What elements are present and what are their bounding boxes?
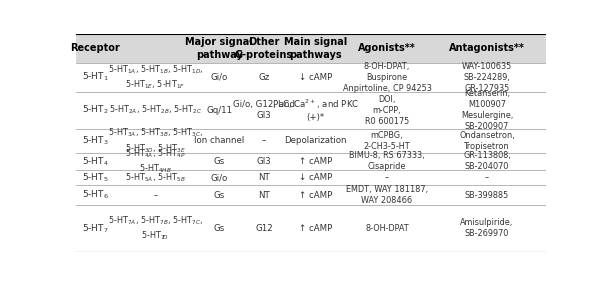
Text: 5-HT$_5$: 5-HT$_5$ [82, 171, 109, 184]
Text: SB-399885: SB-399885 [465, 191, 509, 200]
Text: GR-113808,
SB-204070: GR-113808, SB-204070 [463, 151, 511, 171]
Text: 5-HT$_7$: 5-HT$_7$ [82, 222, 109, 235]
Text: Ion channel: Ion channel [194, 136, 245, 145]
Text: Ketanserin,
M100907
Mesulergine,
SB-200907: Ketanserin, M100907 Mesulergine, SB-2009… [461, 89, 513, 131]
Text: ↑ cAMP: ↑ cAMP [299, 191, 333, 200]
Text: DOI,
m-CPP,
R0 600175: DOI, m-CPP, R0 600175 [365, 95, 409, 126]
Text: Gs: Gs [214, 191, 225, 200]
Text: 5-HT$_{4A}$, 5-HT$_{4P}$
5-HT$_{4HB}$: 5-HT$_{4A}$, 5-HT$_{4P}$ 5-HT$_{4HB}$ [125, 148, 186, 175]
Text: Agonists**: Agonists** [358, 43, 416, 53]
Text: Gi/o: Gi/o [211, 73, 228, 82]
Text: 8-OH-DPAT,
Buspirone
Anpirtoline, CP 94253: 8-OH-DPAT, Buspirone Anpirtoline, CP 942… [342, 62, 432, 93]
Text: GI3: GI3 [257, 157, 271, 166]
Text: mCPBG,
2-CH3-5-HT: mCPBG, 2-CH3-5-HT [364, 131, 410, 151]
Text: WAY-100635
SB-224289,
GR-127935: WAY-100635 SB-224289, GR-127935 [462, 62, 512, 93]
Text: ↑ cAMP: ↑ cAMP [299, 157, 333, 166]
Text: NT: NT [258, 191, 270, 200]
Text: 5-HT$_{7A}$, 5-HT$_{7B}$, 5-HT$_{7C}$,
5-HT$_{7D}$: 5-HT$_{7A}$, 5-HT$_{7B}$, 5-HT$_{7C}$, 5… [108, 215, 203, 242]
Text: 5-HT$_4$: 5-HT$_4$ [82, 155, 109, 168]
Text: 5-HT$_{3A}$, 5-HT$_{3B}$, 5-HT$_{3C}$,
5-HT$_{3D}$, 5-HT$_{3E}$: 5-HT$_{3A}$, 5-HT$_{3B}$, 5-HT$_{3C}$, 5… [108, 127, 203, 155]
Text: PLC, Ca$^{2+}$, and PKC
(+)*: PLC, Ca$^{2+}$, and PKC (+)* [272, 98, 359, 123]
Text: Gs: Gs [214, 224, 225, 233]
Text: Major signal
pathway: Major signal pathway [186, 37, 253, 59]
Text: –: – [385, 173, 389, 182]
Text: G12: G12 [255, 224, 273, 233]
Text: Gz: Gz [259, 73, 270, 82]
Text: 5-HT$_{5A}$, 5-HT$_{5B}$: 5-HT$_{5A}$, 5-HT$_{5B}$ [125, 171, 186, 184]
Text: EMDT, WAY 181187,
WAY 208466: EMDT, WAY 181187, WAY 208466 [346, 185, 428, 205]
Text: 5-HT$_2$: 5-HT$_2$ [82, 104, 109, 117]
Text: ↓ cAMP: ↓ cAMP [299, 73, 333, 82]
Text: Gi/o, G12, and
GI3: Gi/o, G12, and GI3 [233, 100, 295, 120]
Text: Gs: Gs [214, 157, 225, 166]
Text: BIMU-8, RS 67333,
Cisapride: BIMU-8, RS 67333, Cisapride [349, 151, 425, 171]
Text: 5-HT$_3$: 5-HT$_3$ [82, 134, 109, 147]
Text: Gq/11: Gq/11 [206, 106, 232, 115]
Text: Depolarization: Depolarization [285, 136, 347, 145]
Text: Amisulpiride,
SB-269970: Amisulpiride, SB-269970 [460, 218, 514, 239]
Text: NT: NT [258, 173, 270, 182]
Text: 5-HT$_{1A}$, 5-HT$_{1B}$, 5-HT$_{1D}$,
5-HT$_{1E}$, 5-HT$_{1F}$: 5-HT$_{1A}$, 5-HT$_{1B}$, 5-HT$_{1D}$, 5… [107, 63, 203, 91]
Text: Gi/o: Gi/o [211, 173, 228, 182]
Text: Ondansetron,
Tropisetron: Ondansetron, Tropisetron [459, 131, 515, 151]
Text: 5-HT$_{2A}$, 5-HT$_{2B}$, 5-HT$_{2C}$: 5-HT$_{2A}$, 5-HT$_{2B}$, 5-HT$_{2C}$ [109, 104, 202, 117]
Text: Receptor: Receptor [70, 43, 120, 53]
Text: –: – [154, 191, 157, 200]
Text: Antagonists**: Antagonists** [449, 43, 525, 53]
Text: 8-OH-DPAT: 8-OH-DPAT [365, 224, 409, 233]
Text: Main signal
pathways: Main signal pathways [284, 37, 347, 59]
Text: 5-HT$_6$: 5-HT$_6$ [82, 189, 109, 201]
Text: Other
G-proteins: Other G-proteins [235, 37, 293, 59]
Text: ↑ cAMP: ↑ cAMP [299, 224, 333, 233]
Text: ↓ cAMP: ↓ cAMP [299, 173, 333, 182]
Bar [76, 34, 546, 63]
Text: –: – [485, 173, 489, 182]
Text: 5-HT$_1$: 5-HT$_1$ [82, 71, 109, 83]
Text: –: – [262, 136, 266, 145]
